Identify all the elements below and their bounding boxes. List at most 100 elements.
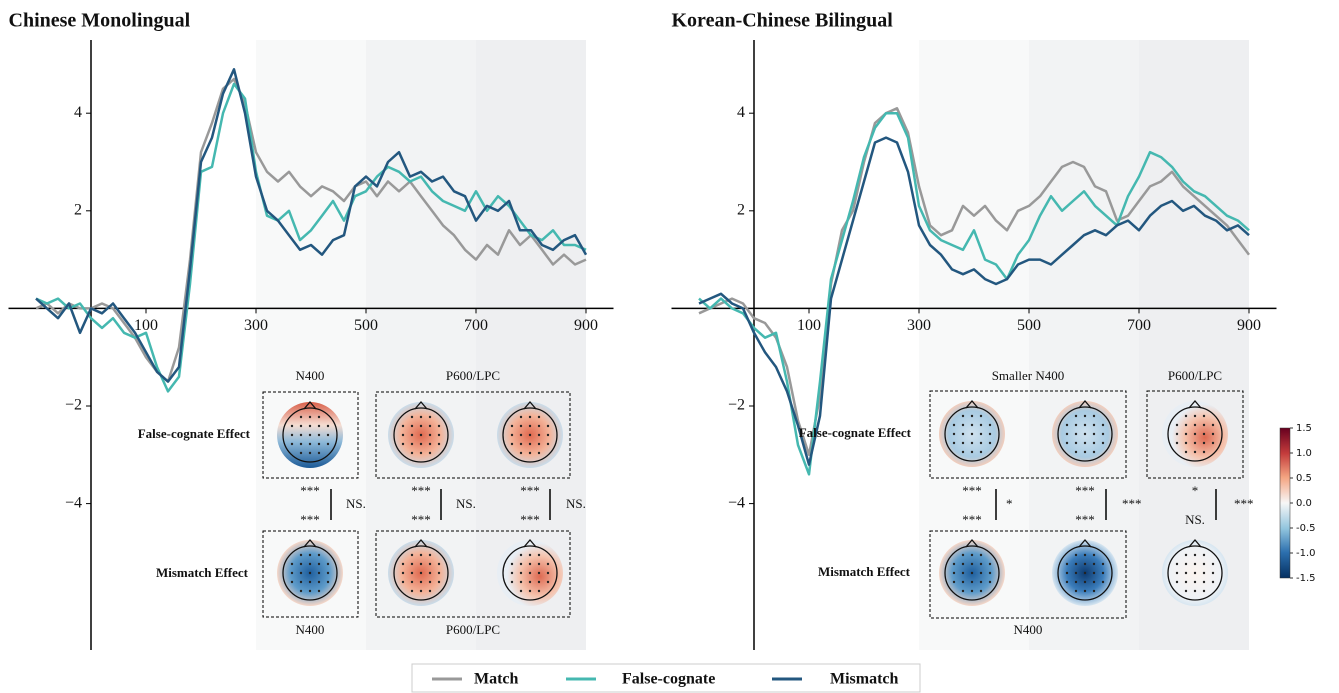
- head-nose: [303, 539, 317, 548]
- electrode: [961, 589, 965, 593]
- head-outline: [1057, 545, 1113, 601]
- electrode: [308, 580, 312, 584]
- electrode: [1202, 423, 1206, 427]
- significance: ***: [411, 483, 431, 498]
- electrode: [410, 442, 414, 446]
- electrode: [1202, 553, 1206, 557]
- electrode: [510, 571, 514, 575]
- electrode: [308, 562, 312, 566]
- electrode: [1193, 553, 1197, 557]
- electrode: [428, 562, 432, 566]
- electrode: [419, 424, 423, 428]
- electrode: [537, 553, 541, 557]
- significance: ***: [300, 483, 320, 498]
- head-nose: [965, 400, 979, 409]
- electrode: [1184, 414, 1188, 418]
- head-outline: [393, 407, 449, 463]
- electrode: [988, 441, 992, 445]
- head-outline: [944, 545, 1000, 601]
- electrode: [428, 424, 432, 428]
- electrode: [979, 423, 983, 427]
- topomap-box: [929, 530, 1127, 619]
- legend-label: Match: [474, 671, 519, 688]
- colorbar: [1279, 427, 1291, 579]
- electrode: [1193, 589, 1197, 593]
- electrode: [1193, 571, 1197, 575]
- electrode: [528, 589, 532, 593]
- electrode: [428, 433, 432, 437]
- electrode: [1184, 571, 1188, 575]
- electrode: [546, 433, 550, 437]
- electrode: [308, 424, 312, 428]
- window-label: Smaller N400: [992, 368, 1065, 383]
- head-nose: [1078, 539, 1092, 548]
- electrode: [410, 451, 414, 455]
- head-outline: [1167, 545, 1223, 601]
- electrode: [326, 424, 330, 428]
- electrode: [952, 580, 956, 584]
- head-outline: [1167, 406, 1223, 462]
- window-label: N400: [296, 622, 325, 637]
- electrode: [1175, 432, 1179, 436]
- electrode: [1083, 562, 1087, 566]
- electrode: [952, 423, 956, 427]
- electrode: [1202, 441, 1206, 445]
- significance: ***: [962, 512, 982, 527]
- electrode: [326, 433, 330, 437]
- electrode: [970, 580, 974, 584]
- head-outline: [282, 407, 338, 463]
- row-label: False-cognate Effect: [138, 426, 251, 441]
- electrode: [419, 562, 423, 566]
- electrode: [419, 442, 423, 446]
- electrode: [961, 414, 965, 418]
- electrode: [979, 580, 983, 584]
- electrode: [1184, 589, 1188, 593]
- colorbar-label: 1.0: [1296, 448, 1312, 459]
- electrode: [519, 589, 523, 593]
- significance: NS.: [566, 496, 586, 511]
- electrode: [1202, 432, 1206, 436]
- electrode: [428, 451, 432, 455]
- electrode: [1202, 450, 1206, 454]
- significance: ***: [962, 483, 982, 498]
- electrode: [537, 424, 541, 428]
- electrode: [1101, 562, 1105, 566]
- electrode: [410, 571, 414, 575]
- electrode: [546, 442, 550, 446]
- electrode: [1092, 441, 1096, 445]
- electrode: [326, 571, 330, 575]
- x-tick-label: 100: [797, 317, 821, 334]
- electrode: [1211, 423, 1215, 427]
- electrode: [519, 415, 523, 419]
- electrode: [519, 580, 523, 584]
- electrode: [1074, 562, 1078, 566]
- electrode: [519, 571, 523, 575]
- electrode: [317, 415, 321, 419]
- electrode: [528, 451, 532, 455]
- electrode: [1065, 562, 1069, 566]
- electrode: [961, 450, 965, 454]
- electrode: [1184, 562, 1188, 566]
- head-nose: [303, 401, 317, 410]
- electrode: [1092, 423, 1096, 427]
- window-label: P600/LPC: [446, 622, 500, 637]
- electrode: [428, 553, 432, 557]
- electrode: [1083, 580, 1087, 584]
- x-tick-label: 500: [1017, 317, 1041, 334]
- window-label: P600/LPC: [1168, 368, 1222, 383]
- electrode: [290, 433, 294, 437]
- electrode: [1184, 580, 1188, 584]
- chart-title: Chinese Monolingual: [9, 10, 191, 32]
- series-line: [35, 82, 587, 393]
- electrode: [961, 562, 965, 566]
- significance: ***: [1234, 496, 1254, 511]
- electrode: [1092, 450, 1096, 454]
- legend-label: Mismatch: [830, 671, 899, 688]
- electrode: [1193, 441, 1197, 445]
- electrode: [537, 433, 541, 437]
- electrode: [1202, 571, 1206, 575]
- electrode: [428, 580, 432, 584]
- electrode: [419, 451, 423, 455]
- electrode: [1184, 450, 1188, 454]
- electrode: [1083, 423, 1087, 427]
